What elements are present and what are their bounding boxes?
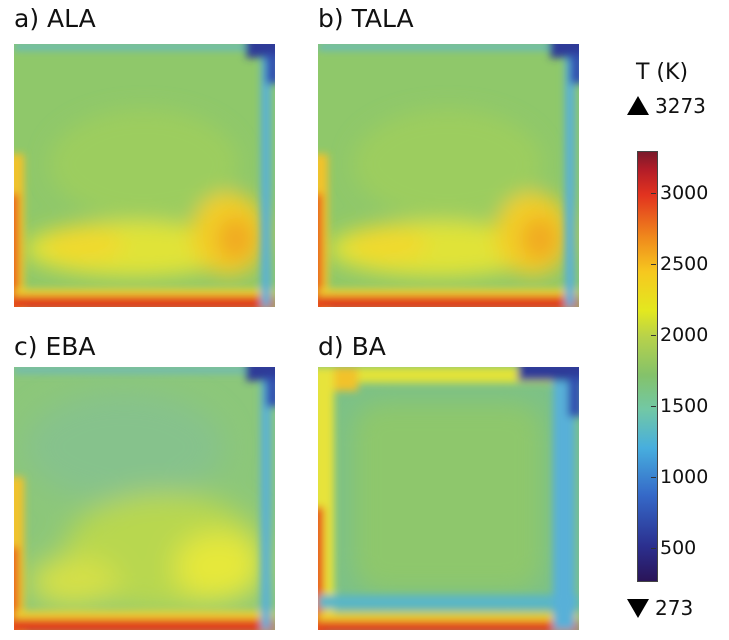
colorbar-tick-label: 500 (660, 537, 697, 559)
colorbar-tick-label: 1000 (660, 466, 709, 488)
colorbar-tick-mark (651, 548, 656, 549)
panel-c-temperature-map (14, 367, 275, 630)
colorbar-tick-label: 2000 (660, 324, 709, 346)
colorbar-title: T (K) (636, 60, 689, 85)
panel-a-temperature-map (14, 44, 275, 307)
colorbar-tick-mark (651, 264, 656, 265)
temperature-colorbar (637, 151, 658, 582)
colorbar-max-label: 3273 (655, 94, 706, 118)
triangle-up-icon (627, 96, 649, 115)
panel-b-temperature-map (318, 44, 579, 307)
colorbar-min-label: 273 (655, 596, 694, 620)
panel-d-temperature-map (318, 367, 579, 630)
colorbar-tick-mark (651, 477, 656, 478)
colorbar-tick-label: 3000 (660, 182, 709, 204)
colorbar-tick-label: 1500 (660, 395, 709, 417)
triangle-down-icon (627, 599, 649, 618)
colorbar-tick-mark (651, 193, 656, 194)
panel-a-title: a) ALA (14, 4, 96, 33)
panel-d-title: d) BA (318, 332, 386, 361)
panel-c-title: c) EBA (14, 332, 96, 361)
colorbar-tick-label: 2500 (660, 253, 709, 275)
colorbar-tick-mark (651, 335, 656, 336)
panel-b-title: b) TALA (318, 4, 414, 33)
colorbar-tick-mark (651, 406, 656, 407)
